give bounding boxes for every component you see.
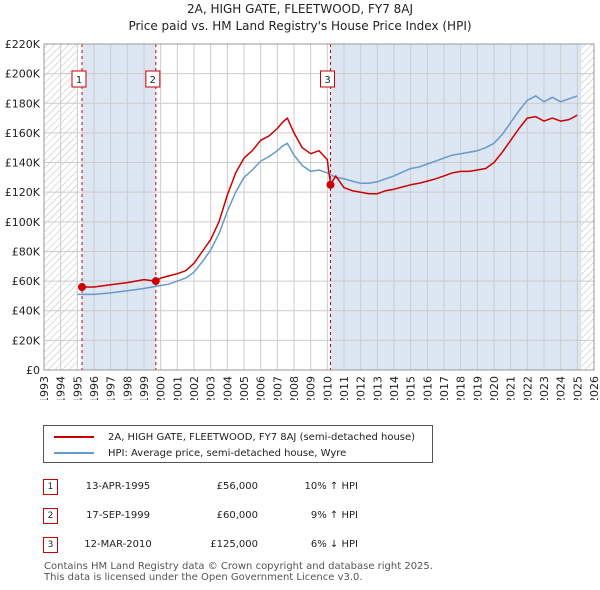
x-tick-label: 2022	[521, 376, 534, 400]
shaded-span	[82, 44, 156, 370]
y-tick-label: £0	[26, 364, 40, 377]
x-tick-label: 2019	[471, 376, 484, 400]
x-tick-label: 2007	[271, 376, 284, 400]
sale-price: £60,000	[216, 510, 258, 521]
x-tick-label: 1995	[71, 376, 84, 400]
sale-hpi-diff: 6% ↓ HPI	[310, 539, 358, 550]
table-row: 3 12-MAR-2010 £125,000 6% ↓ HPI	[43, 530, 358, 559]
x-tick-label: 2008	[288, 376, 301, 400]
x-tick-label: 2016	[421, 376, 434, 400]
x-tick-label: 2002	[188, 376, 201, 400]
x-tick-label: 2010	[321, 376, 334, 400]
x-tick-label: 2017	[438, 376, 451, 400]
legend-swatch-hpi	[54, 452, 94, 454]
footer: Contains HM Land Registry data © Crown c…	[44, 561, 433, 583]
x-tick-label: 2014	[388, 376, 401, 400]
sale-date: 17-SEP-1999	[86, 510, 150, 521]
sale-price: £56,000	[216, 481, 258, 492]
table-row: 1 13-APR-1995 £56,000 10% ↑ HPI	[43, 472, 358, 501]
legend-swatch-property	[54, 436, 94, 438]
y-tick-label: £100K	[5, 216, 41, 229]
sale-point	[326, 180, 335, 189]
y-tick-label: £40K	[12, 305, 41, 318]
sales-table: 1 13-APR-1995 £56,000 10% ↑ HPI 2 17-SEP…	[43, 472, 358, 559]
chart-legend: 2A, HIGH GATE, FLEETWOOD, FY7 8AJ (semi-…	[43, 425, 433, 463]
chart-subtitle: Price paid vs. HM Land Registry's House …	[128, 19, 472, 33]
x-tick-label: 2001	[171, 376, 184, 400]
sale-marker-box	[320, 70, 335, 88]
x-tick-label: 1996	[88, 376, 101, 400]
y-tick-label: £200K	[5, 68, 41, 81]
sale-point	[78, 283, 86, 292]
price-chart: £0 £20K £40K £60K £80K £100K £120K £140K £160K £1…	[5, 38, 600, 400]
x-tick-label: 1994	[55, 376, 68, 400]
plot-frame	[43, 43, 595, 371]
x-tick-label: 2024	[555, 376, 568, 400]
x-tick-label: 2011	[338, 376, 351, 400]
sale-hpi-diff: 9% ↑ HPI	[310, 510, 358, 521]
x-tick-label: 1997	[105, 376, 118, 400]
x-tick-label: 2003	[205, 376, 218, 400]
sale-marker-label: 2	[150, 75, 156, 86]
footer-copyright: Contains HM Land Registry data © Crown c…	[44, 561, 433, 572]
x-tick-label: 2005	[238, 376, 251, 400]
sale-price: £125,000	[210, 539, 258, 550]
x-tick-label: 2000	[155, 376, 168, 400]
price-series-line	[82, 114, 578, 288]
x-tick-label: 2015	[405, 376, 418, 400]
sale-marker: 3	[43, 536, 58, 553]
y-tick-label: £120K	[5, 186, 41, 199]
sale-hpi-diff: 10% ↑ HPI	[304, 481, 358, 492]
y-tick-label: £20K	[12, 334, 41, 347]
x-tick-label: 2004	[221, 376, 234, 400]
x-tick-label: 2026	[588, 376, 600, 400]
x-tick-label: 2009	[305, 376, 318, 400]
legend-label-hpi: HPI: Average price, semi-detached house,…	[108, 447, 347, 459]
y-tick-label: £80K	[12, 245, 41, 258]
hpi-series-line	[77, 95, 578, 296]
y-tick-label: £140K	[5, 157, 41, 170]
x-tick-label: 2025	[571, 376, 584, 400]
y-tick-label: £160K	[5, 127, 41, 140]
sale-point	[151, 277, 160, 286]
footer-license: This data is licensed under the Open Gov…	[44, 572, 363, 583]
sale-date: 12-MAR-2010	[84, 539, 152, 550]
table-row: 2 17-SEP-1999 £60,000 9% ↑ HPI	[43, 501, 358, 530]
x-tick-label: 2013	[371, 376, 384, 400]
x-tick-label: 1993	[38, 376, 51, 400]
y-tick-label: £60K	[12, 275, 41, 288]
chart-title: 2A, HIGH GATE, FLEETWOOD, FY7 8AJ	[186, 2, 414, 16]
x-tick-label: 2020	[488, 376, 501, 400]
x-tick-label: 2018	[455, 376, 468, 400]
sale-date: 13-APR-1995	[85, 481, 151, 492]
x-tick-label: 2012	[355, 376, 368, 400]
sale-marker-box	[145, 70, 161, 88]
x-tick-label: 2021	[505, 376, 518, 400]
x-tick-label: 1999	[138, 376, 151, 400]
y-tick-label: £180K	[5, 97, 41, 110]
x-tick-label: 2006	[255, 376, 268, 400]
sale-marker-label: 1	[76, 75, 82, 86]
x-tick-label: 2023	[538, 376, 551, 400]
legend-item-hpi: HPI: Average price, semi-detached house,…	[54, 446, 346, 460]
legend-item-property: 2A, HIGH GATE, FLEETWOOD, FY7 8AJ (semi-…	[54, 430, 415, 444]
sale-marker: 2	[43, 507, 58, 524]
sale-marker: 1	[43, 478, 58, 495]
legend-label-property: 2A, HIGH GATE, FLEETWOOD, FY7 8AJ (semi-…	[108, 431, 416, 443]
sale-marker-label: 3	[324, 75, 330, 86]
hatched-range	[581, 44, 594, 370]
x-tick-label: 1998	[121, 376, 134, 400]
sale-marker-box	[71, 70, 87, 88]
y-tick-label: £220K	[5, 38, 41, 51]
